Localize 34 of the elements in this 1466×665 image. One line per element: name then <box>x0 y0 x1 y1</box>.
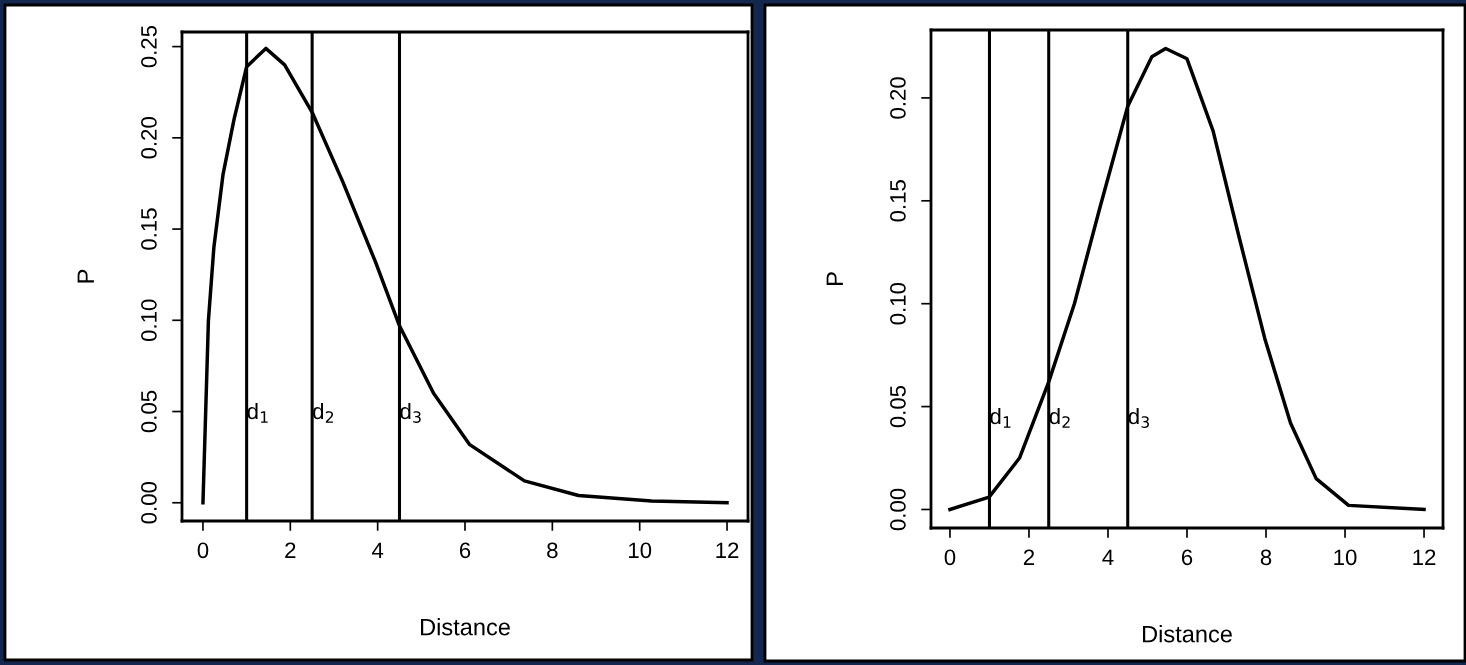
y-tick-label: 0.10 <box>141 299 157 342</box>
y-tick-label: 0.20 <box>141 117 157 159</box>
y-tick-label: 0.05 <box>890 385 906 428</box>
ref-line-label: d$_{2}$ <box>1049 407 1070 428</box>
ref-line-label: d$_{3}$ <box>1128 407 1149 428</box>
y-tick-label: 0.00 <box>890 488 906 531</box>
y-tick-label: 0.05 <box>141 390 157 433</box>
x-tick-label: 0 <box>944 549 956 566</box>
x-tick-label: 10 <box>1334 549 1357 566</box>
y-tick-label: 0.00 <box>141 482 157 524</box>
x-tick-label: 6 <box>459 542 471 559</box>
y-tick-label: 0.10 <box>890 282 906 325</box>
x-tick-label: 12 <box>716 542 739 558</box>
x-axis-title: Distance <box>1143 625 1232 643</box>
x-tick-label: 12 <box>1413 549 1436 565</box>
x-tick-label: 4 <box>1102 549 1114 565</box>
ref-line-label: d$_{1}$ <box>990 407 1011 428</box>
y-tick-label: 0.25 <box>141 25 157 68</box>
x-tick-label: 4 <box>371 542 384 558</box>
x-tick-label: 0 <box>197 542 209 559</box>
x-tick-label: 8 <box>547 542 558 559</box>
y-tick-label: 0.20 <box>890 77 906 119</box>
x-axis-title: Distance <box>421 618 510 636</box>
x-tick-label: 2 <box>285 542 296 558</box>
y-axis-title: P <box>826 272 843 285</box>
x-tick-label: 10 <box>629 542 652 559</box>
x-tick-label: 2 <box>1023 549 1035 565</box>
ref-line-label: d$_{3}$ <box>400 402 421 423</box>
y-tick-label: 0.15 <box>890 180 906 222</box>
ref-line-label: d$_{1}$ <box>247 402 268 423</box>
x-tick-label: 6 <box>1181 549 1193 566</box>
x-tick-label: 8 <box>1260 549 1272 566</box>
y-axis-title: P <box>77 269 94 283</box>
y-tick-label: 0.15 <box>141 208 157 250</box>
